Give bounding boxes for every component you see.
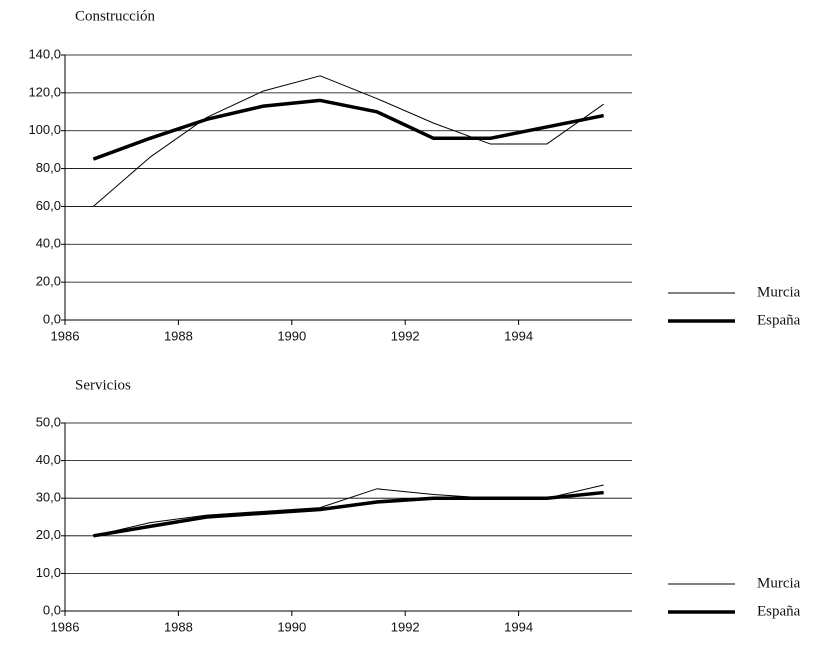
x-tick-label: 1994 bbox=[504, 619, 533, 634]
x-tick-label: 1992 bbox=[391, 328, 420, 343]
y-tick-label: 80,0 bbox=[36, 160, 61, 175]
y-tick-label: 20,0 bbox=[36, 527, 61, 542]
y-tick-label: 0,0 bbox=[43, 311, 61, 326]
panel: Servicios 0,0 10,0 20,0 30,0 40,0 50,0 1986 1988… bbox=[36, 377, 801, 634]
y-tick-label: 60,0 bbox=[36, 198, 61, 213]
chart-title: Servicios bbox=[75, 377, 131, 393]
series-line bbox=[92, 98, 604, 161]
y-tick-label: 120,0 bbox=[28, 84, 61, 99]
y-tick-label: 100,0 bbox=[28, 122, 61, 137]
x-tick-label: 1990 bbox=[277, 619, 306, 634]
legend-label: España bbox=[757, 312, 801, 328]
x-tick-label: 1990 bbox=[277, 328, 306, 343]
y-tick-label: 20,0 bbox=[36, 274, 61, 289]
x-tick-label: 1994 bbox=[504, 328, 533, 343]
y-tick-label: 0,0 bbox=[43, 602, 61, 617]
x-tick-label: 1988 bbox=[164, 619, 193, 634]
series-line bbox=[93, 484, 604, 537]
y-tick-label: 140,0 bbox=[28, 46, 61, 61]
legend-label: Murcia bbox=[757, 575, 801, 591]
panel: Construcción 0,0 20,0 40,0 60,0 80,0 100,0 120,… bbox=[28, 8, 800, 343]
series-line bbox=[93, 490, 604, 538]
x-tick-label: 1992 bbox=[391, 619, 420, 634]
x-tick-label: 1988 bbox=[164, 328, 193, 343]
x-tick-label: 1986 bbox=[51, 619, 80, 634]
legend-label: España bbox=[757, 603, 801, 619]
legend-label: Murcia bbox=[757, 284, 801, 300]
x-tick-label: 1986 bbox=[51, 328, 80, 343]
y-tick-label: 30,0 bbox=[36, 490, 61, 505]
y-tick-label: 40,0 bbox=[36, 452, 61, 467]
y-tick-label: 40,0 bbox=[36, 236, 61, 251]
y-tick-label: 50,0 bbox=[36, 414, 61, 429]
y-tick-label: 10,0 bbox=[36, 565, 61, 580]
chart-title: Construcción bbox=[75, 8, 155, 24]
series-line bbox=[93, 75, 604, 207]
